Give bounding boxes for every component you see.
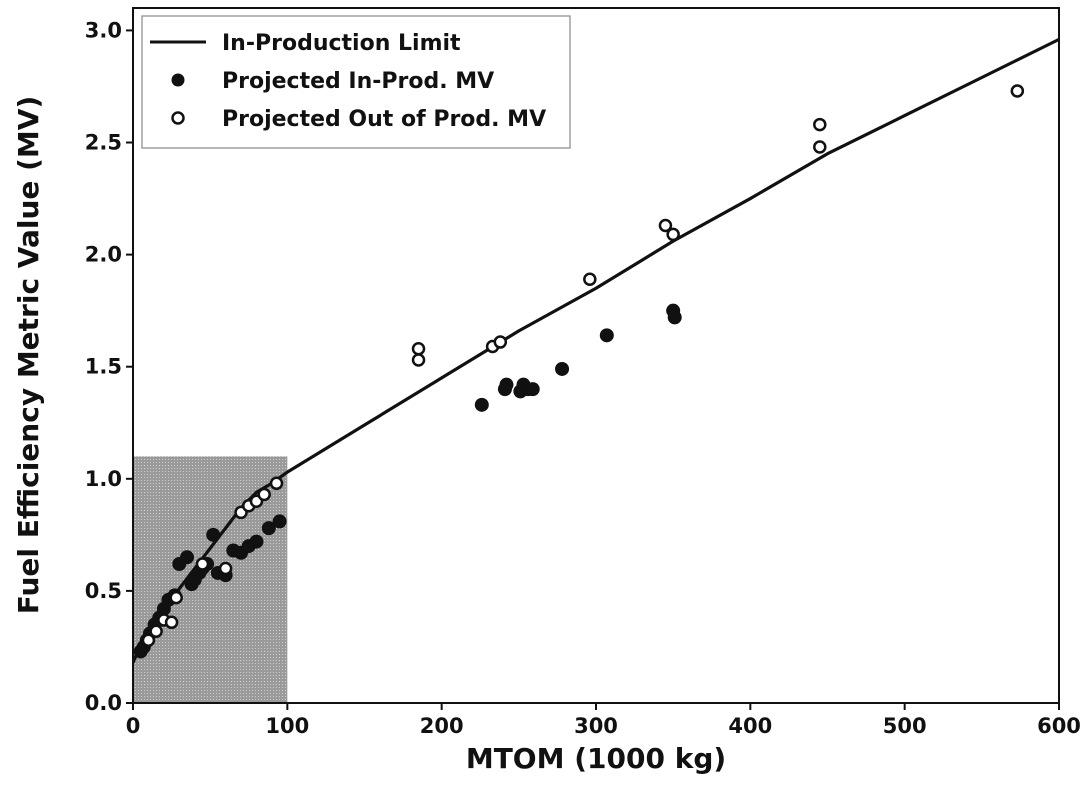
in-prod-point [525,382,540,397]
out-of-prod-point [269,476,284,491]
plot-marks [133,37,1059,664]
y-axis: 0.0 0.5 1.0 1.5 2.0 2.5 3.0 [85,18,133,715]
x-tick-label: 0 [126,714,141,738]
y-tick-label: 3.0 [85,18,122,42]
in-prod-point [667,310,682,325]
in-prod-point [261,521,276,536]
y-tick-label: 0.0 [85,691,122,715]
x-tick-label: 100 [265,714,309,738]
legend: In-Production Limit Projected In-Prod. M… [141,15,571,149]
legend-hollow-marker [171,111,185,125]
out-of-prod-point [149,624,163,639]
out-of-prod-point [813,140,827,154]
in-prod-point [272,514,287,529]
legend-label-in-prod: Projected In-Prod. MV [222,69,494,94]
y-tick-label: 1.5 [85,355,122,379]
out-of-prod-point [257,487,271,502]
in-prod-point [555,361,570,376]
legend-label-limit: In-Production Limit [222,31,461,56]
x-axis-label: MTOM (1000 kg) [466,742,726,775]
out-of-prod-point [813,117,827,132]
out-of-prod-point [169,590,183,605]
y-tick-label: 0.5 [85,579,122,603]
out-of-prod-point [658,218,673,233]
x-tick-label: 300 [574,714,618,738]
out-of-prod-point [411,353,426,367]
in-prod-point [474,397,489,412]
in-prod-point [499,377,514,392]
out-of-prod-point [141,633,156,647]
in-prod-point [206,527,221,542]
x-tick-label: 200 [420,714,464,738]
x-tick-label: 500 [883,714,927,738]
y-tick-label: 2.0 [85,243,122,267]
out-of-prod-point [493,335,508,349]
out-of-prod-point [1010,84,1025,98]
x-axis: 0 100 200 300 400 500 600 [126,703,1081,738]
y-axis-label: Fuel Efficiency Metric Value (MV) [12,96,45,615]
out-of-prod-point [218,561,233,576]
out-of-prod-point [411,342,426,356]
in-prod-point [249,534,264,549]
legend-label-out-of-prod: Projected Out of Prod. MV [222,107,546,132]
in-prod-point [599,328,614,343]
y-tick-label: 2.5 [85,131,122,155]
legend-box [141,15,571,149]
x-tick-label: 600 [1037,714,1081,738]
in-prod-point [180,550,195,565]
out-of-prod-point [583,272,597,287]
x-tick-label: 400 [728,714,772,738]
y-tick-label: 1.0 [85,467,122,491]
out-of-prod-point [195,557,210,571]
out-of-prod-point [164,615,179,630]
legend-filled-marker [171,73,185,87]
out-of-prod-point [666,227,680,242]
